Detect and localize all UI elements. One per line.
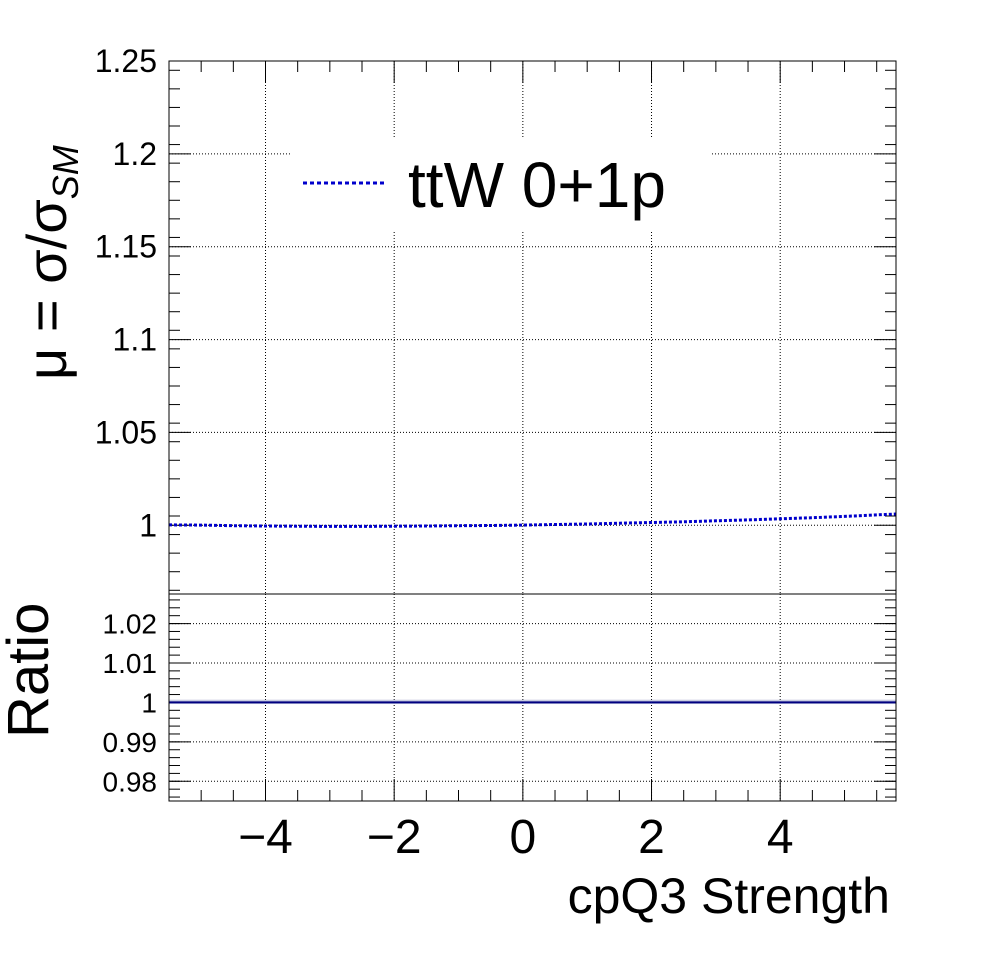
top-panel-y-tick-labels: 1 1.05 1.1 1.15 1.2 1.25 <box>95 43 157 543</box>
bottom-panel-axis-ticks <box>168 599 896 801</box>
top-panel-series <box>168 512 897 528</box>
top-panel-y-axis-label-main: μ = σ/σ <box>15 199 78 380</box>
top-panel-axis-ticks <box>168 60 896 591</box>
top-y-tick-label: 1.05 <box>95 414 157 450</box>
bottom-panel-frame <box>168 593 897 802</box>
x-tick-label: −2 <box>367 811 422 864</box>
x-axis-label: cpQ3 Strength <box>568 868 890 924</box>
bottom-y-tick-label: 1 <box>141 687 157 718</box>
x-tick-label: 4 <box>767 811 794 864</box>
top-y-tick-label: 1.15 <box>95 229 157 265</box>
top-y-tick-label: 1 <box>139 507 157 543</box>
top-panel-y-axis-label-subscript: SM <box>45 145 86 199</box>
top-panel-y-axis-label: μ = σ/σSM <box>15 145 86 380</box>
bottom-y-tick-label: 0.98 <box>103 766 158 797</box>
bottom-y-tick-label: 1.02 <box>103 609 158 640</box>
top-panel: 1 1.05 1.1 1.15 1.2 1.25 μ = σ/σSM <box>15 43 897 595</box>
x-tick-label: 2 <box>638 811 665 864</box>
top-y-tick-label: 1.2 <box>113 136 157 172</box>
bottom-y-tick-label: 1.01 <box>103 648 158 679</box>
bottom-panel-y-axis-label: Ratio <box>0 603 61 738</box>
bottom-panel-y-tick-labels: 0.98 0.99 1 1.01 1.02 <box>103 609 158 798</box>
legend-entry-label: ttW 0+1p <box>408 149 666 221</box>
top-y-tick-label: 1.25 <box>95 43 157 79</box>
x-axis-tick-labels: −4 −2 0 2 4 <box>238 811 793 864</box>
series-line-ttw <box>168 512 897 528</box>
x-tick-label: 0 <box>509 811 536 864</box>
top-y-tick-label: 1.1 <box>113 322 157 358</box>
x-tick-label: −4 <box>238 811 293 864</box>
legend: ttW 0+1p <box>290 138 710 230</box>
bottom-y-tick-label: 0.99 <box>103 727 158 758</box>
bottom-panel: 0.98 0.99 1 1.01 1.02 Ratio <box>0 593 897 802</box>
